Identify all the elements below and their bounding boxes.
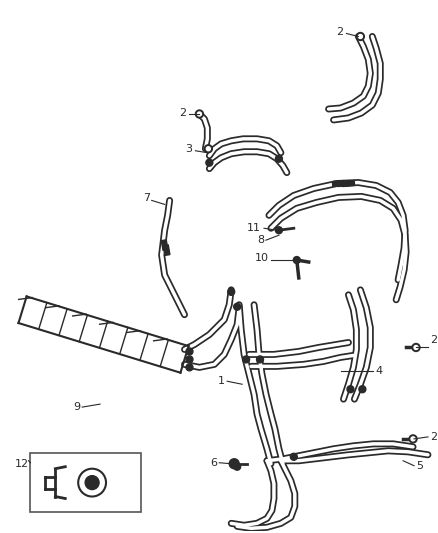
Circle shape bbox=[234, 463, 240, 470]
Text: 4: 4 bbox=[375, 366, 382, 376]
Circle shape bbox=[243, 356, 250, 363]
Text: 5: 5 bbox=[416, 461, 423, 471]
Circle shape bbox=[186, 348, 193, 355]
Circle shape bbox=[359, 386, 366, 393]
Bar bbox=[343, 181, 355, 187]
Text: 2: 2 bbox=[180, 108, 187, 118]
Circle shape bbox=[293, 256, 300, 263]
Text: 6: 6 bbox=[210, 458, 217, 468]
Circle shape bbox=[412, 343, 420, 351]
Text: 3: 3 bbox=[185, 144, 192, 154]
Bar bbox=[332, 181, 345, 187]
Circle shape bbox=[206, 147, 210, 151]
Text: 7: 7 bbox=[143, 193, 150, 204]
Circle shape bbox=[357, 33, 364, 41]
Text: 11: 11 bbox=[247, 223, 261, 233]
Circle shape bbox=[229, 459, 239, 469]
Circle shape bbox=[234, 303, 240, 310]
Circle shape bbox=[198, 112, 201, 116]
Circle shape bbox=[411, 437, 415, 441]
Circle shape bbox=[206, 159, 213, 166]
Text: 2: 2 bbox=[336, 27, 343, 37]
Text: 10: 10 bbox=[255, 253, 269, 263]
Bar bbox=[337, 181, 350, 187]
Bar bbox=[161, 240, 168, 251]
Circle shape bbox=[228, 288, 235, 295]
Circle shape bbox=[358, 35, 362, 38]
Text: 1: 1 bbox=[218, 376, 225, 386]
Circle shape bbox=[231, 461, 238, 467]
Text: 8: 8 bbox=[257, 235, 264, 245]
Circle shape bbox=[205, 145, 212, 153]
Text: 2: 2 bbox=[430, 432, 437, 442]
Text: 12: 12 bbox=[14, 459, 28, 469]
Circle shape bbox=[257, 356, 264, 363]
Circle shape bbox=[186, 356, 193, 363]
Circle shape bbox=[276, 227, 283, 233]
Circle shape bbox=[276, 155, 283, 162]
Circle shape bbox=[85, 475, 99, 490]
Text: 2: 2 bbox=[430, 335, 437, 344]
Circle shape bbox=[195, 110, 203, 118]
Circle shape bbox=[414, 345, 418, 350]
Circle shape bbox=[290, 453, 297, 461]
FancyBboxPatch shape bbox=[29, 453, 141, 512]
Circle shape bbox=[347, 386, 354, 393]
Text: 9: 9 bbox=[73, 402, 80, 412]
Bar bbox=[163, 245, 170, 255]
Circle shape bbox=[409, 435, 417, 443]
Circle shape bbox=[186, 364, 193, 371]
